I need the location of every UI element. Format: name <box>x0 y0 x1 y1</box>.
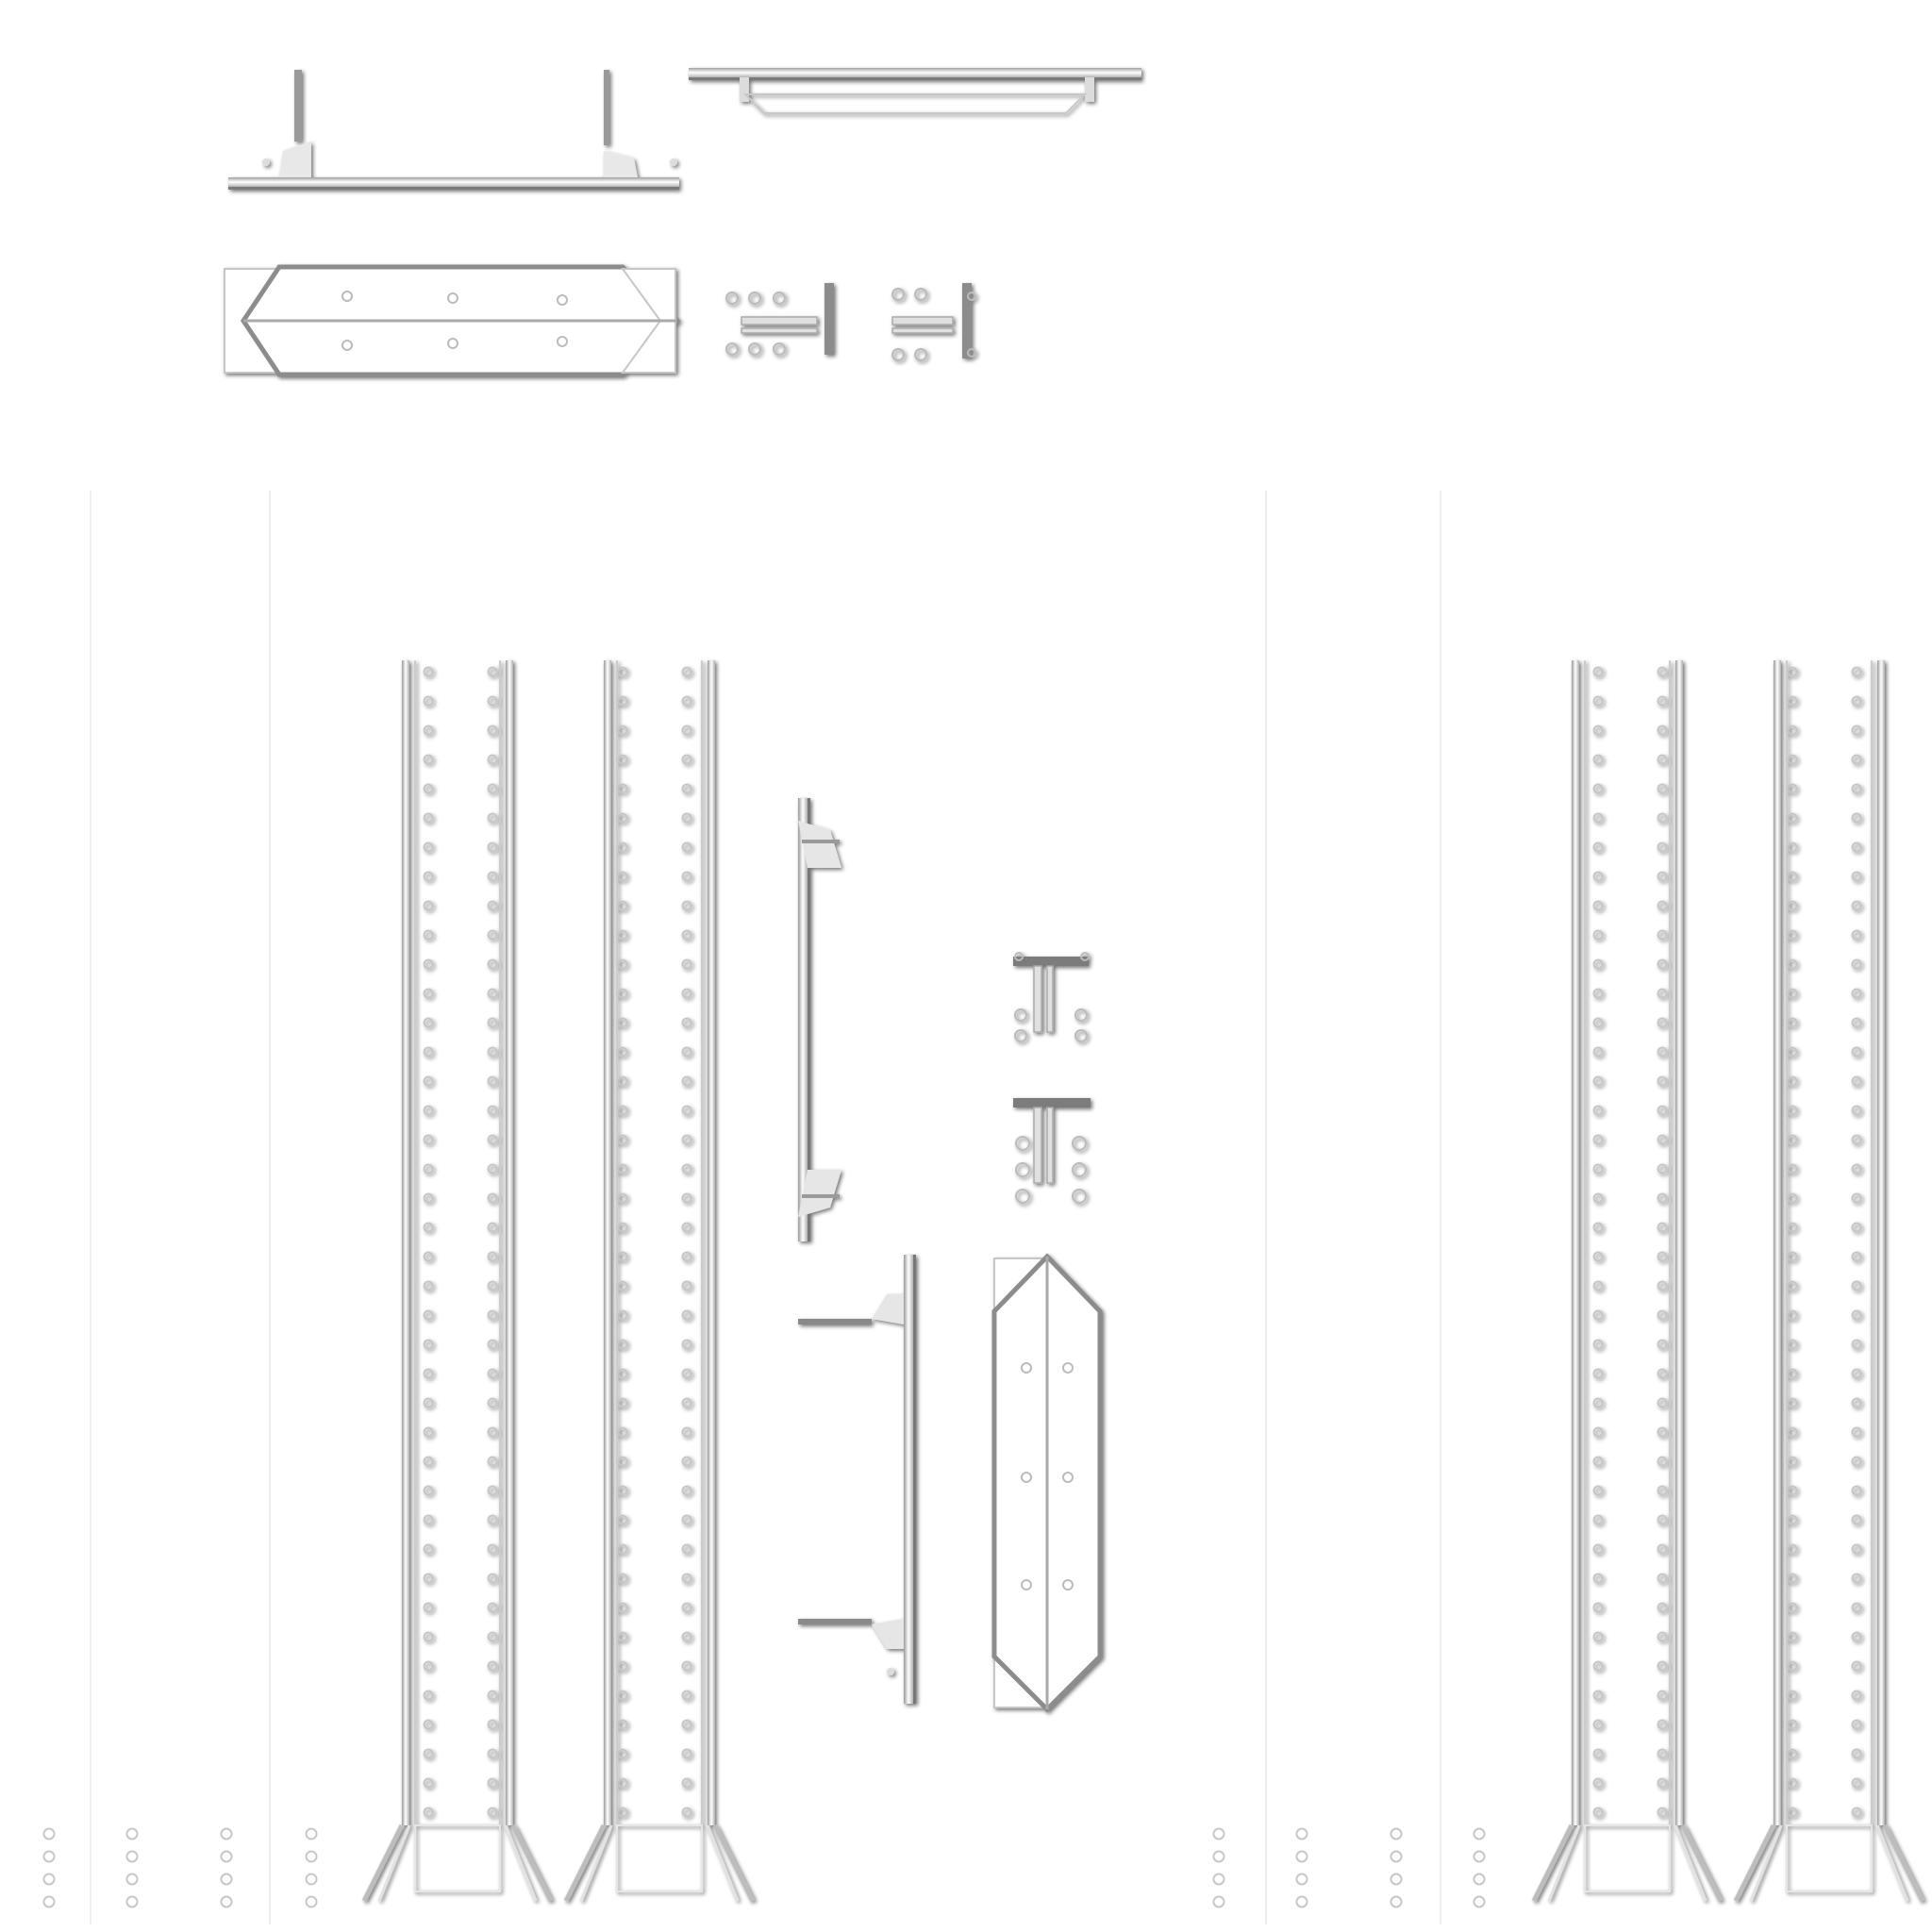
hole <box>220 1827 233 1840</box>
horizontal-beam-right <box>689 68 1141 114</box>
panel-guides <box>90 491 1441 1924</box>
hole <box>220 1895 233 1908</box>
hole <box>305 1850 318 1863</box>
hole <box>1473 1827 1486 1840</box>
hole <box>125 1827 139 1840</box>
bottom-hole-rows <box>42 1827 1486 1908</box>
hole <box>125 1895 139 1908</box>
hole <box>1212 1895 1225 1908</box>
gusset-plate-horizontal <box>224 264 681 377</box>
hole <box>1473 1895 1486 1908</box>
hole <box>1473 1850 1486 1863</box>
t-connector-bottom <box>1013 1098 1091 1204</box>
vertical-beam-bottom <box>798 1255 916 1704</box>
perforated-column-3 <box>1531 660 1724 1903</box>
perforated-column-2 <box>563 660 756 1903</box>
hole <box>1390 1873 1403 1886</box>
perforated-column-right-pair <box>1531 660 1925 1903</box>
hole <box>42 1895 56 1908</box>
hole <box>305 1873 318 1886</box>
hole <box>220 1873 233 1886</box>
hole <box>1295 1827 1308 1840</box>
perforated-column-4 <box>1733 660 1925 1903</box>
t-connector-top <box>1013 952 1090 1042</box>
hole <box>1212 1827 1225 1840</box>
hole <box>42 1850 56 1863</box>
hole <box>1212 1873 1225 1886</box>
small-connector-b <box>891 283 976 361</box>
holes <box>341 291 568 351</box>
hole <box>305 1827 318 1840</box>
hole <box>305 1895 318 1908</box>
hole <box>1295 1895 1308 1908</box>
hole <box>1295 1850 1308 1863</box>
hole <box>1390 1895 1403 1908</box>
hole <box>1295 1873 1308 1886</box>
perforated-column-left-pair <box>361 660 756 1903</box>
hole <box>42 1873 56 1886</box>
hole <box>1390 1850 1403 1863</box>
horizontal-beam-left <box>228 70 679 190</box>
vertical-beam-top <box>798 798 841 1241</box>
hole <box>125 1850 139 1863</box>
hole <box>220 1850 233 1863</box>
hole <box>1212 1850 1225 1863</box>
perforated-column-1 <box>361 660 554 1903</box>
hole <box>1390 1827 1403 1840</box>
hole <box>42 1827 56 1840</box>
hole <box>1473 1873 1486 1886</box>
gusset-plate-vertical <box>991 1253 1103 1713</box>
small-connector-a <box>725 283 834 356</box>
hole <box>125 1873 139 1886</box>
